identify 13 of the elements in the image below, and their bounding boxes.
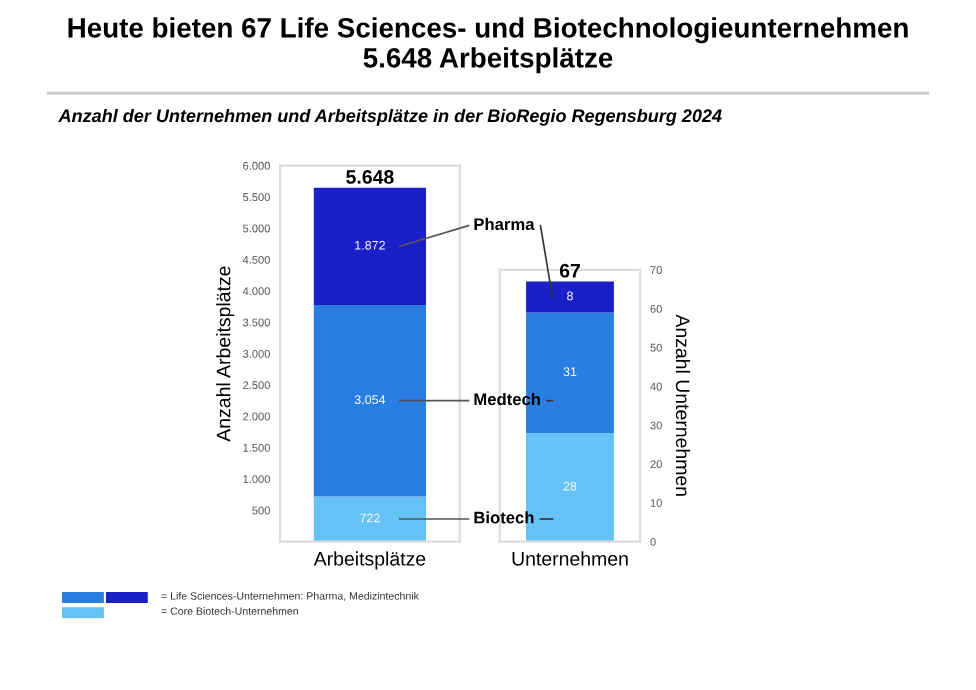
total-label: 67 [559,263,580,278]
y2-axis-title: Anzahl Unternehmen [675,314,691,496]
x-tick-label: Arbeitsplätze [313,551,426,570]
text: Heute bieten 67 Life Sciences- und Biotechnologieunternehmen 5.648 Arbeitsplätze [68,17,908,74]
bar [313,304,427,497]
x-tick-label: Unternehmen [512,551,628,566]
bar [313,187,427,305]
total-label: 5.648 [346,170,394,184]
bar [313,496,427,542]
bar [526,281,614,313]
chart-subtitle: Anzahl der Unternehmen und Arbeitsplätze in der BioRegio Regensburg 2024 [58,108,722,126]
text: Pharma [474,217,535,231]
y-axis-title: Anzahl Arbeitsplätze [216,266,235,442]
